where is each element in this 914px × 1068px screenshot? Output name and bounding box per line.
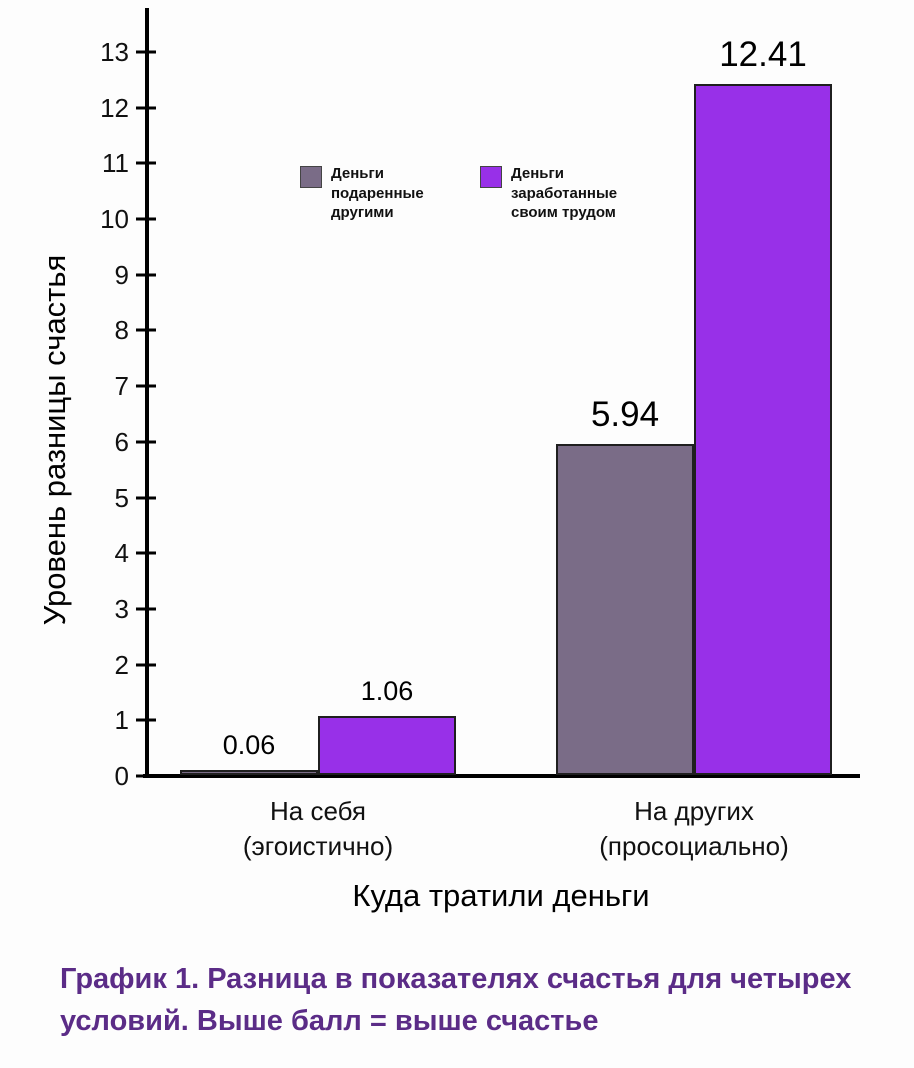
- y-axis-line: [145, 8, 149, 778]
- y-axis-title: Уровень разницы счастья: [37, 254, 72, 626]
- bar-series-1-group-1: [694, 83, 832, 775]
- y-tick-mark: [136, 718, 156, 722]
- x-axis-line: [143, 774, 860, 778]
- y-tick-mark: [136, 161, 156, 165]
- y-tick-mark: [136, 328, 156, 332]
- y-tick-label: 11: [102, 148, 129, 179]
- y-tick-mark: [136, 106, 156, 110]
- y-tick-mark: [136, 551, 156, 555]
- x-axis-title: Куда тратили деньги: [352, 878, 650, 913]
- y-tick-label: 4: [114, 538, 129, 569]
- y-tick-label: 6: [114, 426, 129, 457]
- legend-label: Деньги подаренные другими: [331, 165, 424, 221]
- bar-series-0-group-0: [180, 770, 318, 775]
- y-tick-label: 0: [114, 761, 129, 791]
- y-tick-label: 9: [114, 259, 129, 290]
- y-tick-mark: [136, 50, 156, 54]
- y-tick-label: 2: [114, 649, 129, 680]
- x-tick-label: На других (просоциально): [599, 796, 789, 862]
- y-tick-label: 12: [100, 92, 129, 123]
- y-tick-label: 5: [114, 482, 129, 513]
- y-tick-label: 8: [114, 315, 129, 346]
- legend-entry: Деньги подаренные другими: [300, 164, 424, 223]
- y-tick-label: 7: [114, 371, 129, 402]
- y-tick-mark: [136, 440, 156, 444]
- bar-value-label: 12.41: [719, 34, 807, 74]
- y-tick-mark: [136, 384, 156, 388]
- y-tick-mark: [136, 663, 156, 667]
- legend-label: Деньги заработанные своим трудом: [511, 165, 618, 221]
- y-tick-mark: [136, 607, 156, 611]
- bar-value-label: 0.06: [222, 730, 276, 760]
- legend-color-swatch: [480, 166, 502, 188]
- bar-series-1-group-0: [318, 715, 456, 775]
- legend-entry: Деньги заработанные своим трудом: [480, 164, 617, 223]
- legend-color-swatch: [300, 166, 322, 188]
- y-tick-label: 1: [114, 705, 129, 736]
- y-tick-label: 10: [100, 204, 129, 234]
- y-tick-mark: [136, 273, 156, 277]
- plot-area: 0 1 2 3 4 5 6 7 8 9 10 11 12 13 0.06 1.06 На себя (эгоис…: [100, 8, 860, 861]
- x-tick-label: На себя (эгоистично): [242, 796, 394, 862]
- bar-series-0-group-1: [556, 444, 694, 775]
- bar-value-label: 5.94: [590, 395, 660, 435]
- y-tick-mark: [136, 774, 156, 778]
- y-tick-mark: [136, 217, 156, 221]
- bar-chart: Уровень разницы счастья 0 1 2 3 4 5 6 7 8 9 10 11 12…: [37, 8, 860, 913]
- bar-value-label: 1.06: [360, 675, 414, 706]
- y-tick-label: 3: [114, 593, 129, 624]
- y-tick-mark: [136, 496, 156, 499]
- y-tick-label: 13: [100, 36, 129, 67]
- figure-caption: График 1. Разница в показателях счастья …: [60, 963, 852, 1038]
